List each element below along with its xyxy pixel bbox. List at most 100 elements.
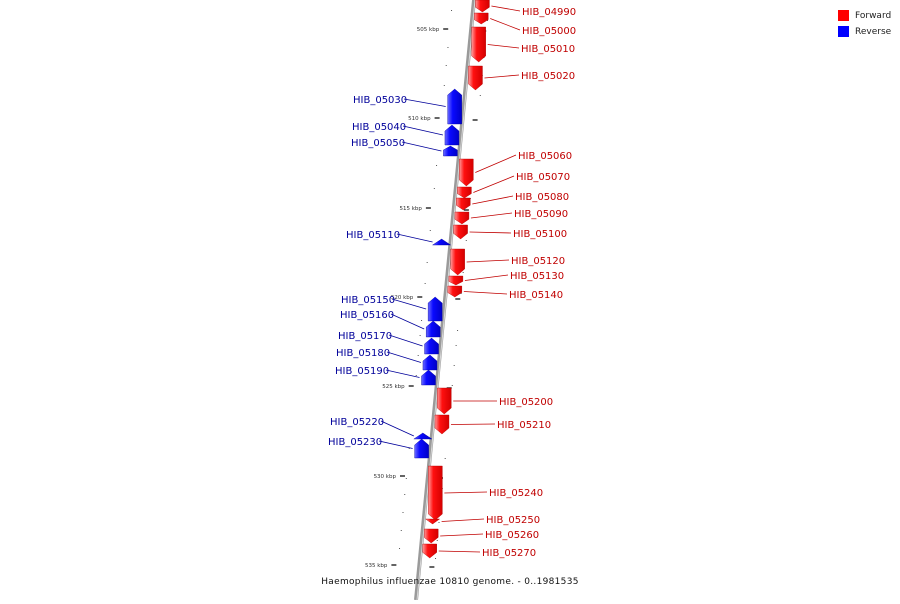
minor-tick — [426, 262, 428, 263]
gene-connector — [490, 18, 521, 31]
gene-label-hib_05160: HIB_05160 — [340, 310, 394, 321]
legend-label-forward: Forward — [855, 10, 892, 21]
gene-arrow-hib_04990 — [475, 0, 490, 13]
gene-arrow-hib_05250 — [424, 518, 441, 525]
gene-label-hib_05130: HIB_05130 — [510, 271, 564, 282]
gene-connector — [402, 125, 444, 136]
gene-arrow-hib_05210 — [434, 414, 450, 435]
gene-arrow-hib_05260 — [423, 528, 439, 544]
minor-tick — [462, 272, 464, 273]
minor-tick — [438, 522, 440, 523]
tick-label: 510 kbp — [408, 116, 431, 122]
gene-label-hib_05090: HIB_05090 — [514, 209, 568, 220]
gene-label-hib_05230: HIB_05230 — [328, 437, 382, 448]
legend-item-reverse: Reverse — [838, 24, 898, 39]
gene-label-hib_05040: HIB_05040 — [352, 122, 406, 133]
gene-arrow-hib_05220 — [413, 432, 433, 440]
gene-label-hib_05080: HIB_05080 — [515, 192, 569, 203]
gene-arrow-hib_05060 — [459, 158, 474, 187]
gene-arrow-hib_05090 — [454, 211, 470, 225]
gene-arrow-hib_05080 — [456, 197, 471, 211]
gene-connector — [390, 313, 425, 330]
genome-backbone-highlight — [416, 0, 476, 601]
gene-connector — [438, 550, 481, 553]
gene-arrow-hib_05180 — [422, 354, 438, 371]
gene-label-hib_05150: HIB_05150 — [341, 295, 395, 306]
minor-tick — [400, 530, 402, 531]
gene-arrow-hib_05240 — [428, 465, 443, 521]
gene-arrow-hib_05030 — [447, 88, 462, 125]
gene-arrow-hib_05230 — [414, 438, 429, 459]
minor-tick — [405, 478, 407, 479]
gene-connector — [484, 74, 520, 79]
gene-connector — [388, 334, 423, 347]
gene-label-hib_05060: HIB_05060 — [518, 151, 572, 162]
gene-arrow-hib_05010 — [471, 26, 486, 63]
gene-connector — [403, 98, 446, 107]
gene-connector — [440, 533, 484, 537]
legend: Forward Reverse — [838, 8, 898, 40]
gene-connector — [463, 291, 508, 295]
minor-tick — [429, 230, 431, 231]
minor-tick — [424, 283, 426, 284]
tick-label: 505 kbp — [417, 27, 440, 33]
gene-arrow-hib_05120 — [450, 248, 465, 276]
gene-label-hib_05220: HIB_05220 — [330, 417, 384, 428]
minor-tick — [435, 558, 437, 559]
minor-tick — [421, 320, 423, 321]
tick-label: 515 kbp — [399, 206, 422, 212]
gene-label-hib_05030: HIB_05030 — [353, 95, 407, 106]
gene-connector — [470, 212, 513, 219]
gene-arrow-hib_05140 — [447, 285, 463, 298]
gene-label-hib_05070: HIB_05070 — [516, 172, 570, 183]
gene-label-hib_05120: HIB_05120 — [511, 256, 565, 267]
gene-label-hib_05250: HIB_05250 — [486, 515, 540, 526]
minor-tick — [447, 47, 449, 48]
gene-label-hib_05110: HIB_05110 — [346, 230, 400, 241]
gene-connector — [487, 44, 520, 49]
gene-arrow-hib_05000 — [474, 12, 489, 25]
legend-label-reverse: Reverse — [855, 26, 892, 37]
minor-tick — [417, 355, 419, 356]
minor-tick — [408, 448, 410, 449]
genome-backbone — [414, 0, 476, 601]
gene-connector — [464, 274, 509, 281]
gene-arrow-hib_05100 — [453, 224, 468, 240]
forward-swatch — [838, 10, 849, 21]
gene-arrow-hib_05130 — [448, 275, 464, 286]
gene-label-hib_05140: HIB_05140 — [509, 290, 563, 301]
minor-tick — [415, 375, 417, 376]
minor-tick — [465, 240, 467, 241]
gene-connector — [450, 423, 496, 425]
gene-arrow-hib_05110 — [431, 238, 452, 246]
gene-arrow-hib_05190 — [421, 369, 436, 386]
gene-connector — [473, 175, 515, 193]
minor-tick — [399, 548, 401, 549]
gene-arrow-hib_05270 — [422, 543, 437, 559]
minor-tick — [451, 10, 453, 11]
gene-connector — [472, 195, 514, 205]
minor-tick — [445, 65, 447, 66]
gene-connector — [386, 351, 422, 363]
minor-tick — [402, 512, 404, 513]
gene-arrow-hib_05040 — [444, 124, 460, 146]
gene-connector — [380, 420, 415, 437]
gene-connector — [475, 154, 517, 173]
gene-label-hib_05240: HIB_05240 — [489, 488, 543, 499]
gene-connector — [378, 440, 413, 449]
gene-label-hib_05180: HIB_05180 — [336, 348, 390, 359]
tick-label: 535 kbp — [365, 563, 388, 569]
gene-label-hib_05270: HIB_05270 — [482, 548, 536, 559]
gene-connector — [444, 491, 488, 494]
minor-tick — [444, 458, 446, 459]
gene-label-hib_05210: HIB_05210 — [497, 420, 551, 431]
minor-tick — [436, 540, 438, 541]
minor-tick — [453, 365, 455, 366]
minor-tick — [419, 335, 421, 336]
gene-label-hib_05190: HIB_05190 — [335, 366, 389, 377]
minor-tick — [487, 20, 489, 21]
minor-tick — [460, 293, 462, 294]
reverse-swatch — [838, 26, 849, 37]
gene-connector — [466, 259, 510, 263]
